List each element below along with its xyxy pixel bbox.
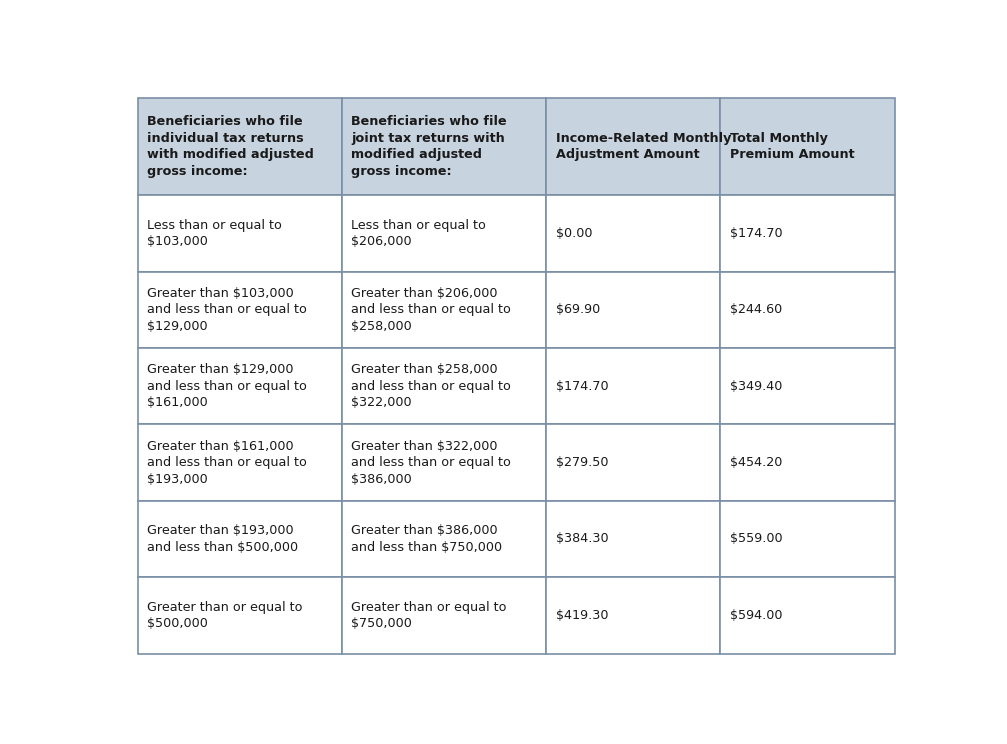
Text: $174.70: $174.70 (730, 227, 782, 240)
Text: $69.90: $69.90 (556, 304, 600, 316)
Text: Greater than $103,000
and less than or equal to
$129,000: Greater than $103,000 and less than or e… (147, 286, 307, 333)
Bar (720, 577, 894, 653)
Bar (720, 348, 894, 424)
Text: $244.60: $244.60 (730, 304, 782, 316)
Bar (547, 272, 720, 348)
Bar (138, 577, 342, 653)
Bar (720, 501, 894, 577)
Text: Greater than or equal to
$500,000: Greater than or equal to $500,000 (147, 600, 302, 630)
Bar (342, 424, 547, 501)
Bar (342, 577, 547, 653)
Text: Greater than $258,000
and less than or equal to
$322,000: Greater than $258,000 and less than or e… (351, 363, 512, 409)
Text: Income-Related Monthly
Adjustment Amount: Income-Related Monthly Adjustment Amount (556, 132, 731, 161)
Bar (720, 272, 894, 348)
Bar (547, 424, 720, 501)
Text: $279.50: $279.50 (556, 456, 608, 469)
Text: Greater than $322,000
and less than or equal to
$386,000: Greater than $322,000 and less than or e… (351, 440, 512, 486)
Bar (342, 98, 547, 195)
Bar (547, 348, 720, 424)
Text: $174.70: $174.70 (556, 379, 608, 393)
Text: Less than or equal to
$206,000: Less than or equal to $206,000 (351, 219, 486, 248)
Text: Greater than $161,000
and less than or equal to
$193,000: Greater than $161,000 and less than or e… (147, 440, 307, 486)
Bar (547, 501, 720, 577)
Bar (342, 348, 547, 424)
Text: Beneficiaries who file
joint tax returns with
modified adjusted
gross income:: Beneficiaries who file joint tax returns… (351, 115, 507, 178)
Bar (547, 577, 720, 653)
Text: Less than or equal to
$103,000: Less than or equal to $103,000 (147, 219, 282, 248)
Bar (138, 424, 342, 501)
Bar (547, 195, 720, 272)
Bar (342, 195, 547, 272)
Text: Greater than $206,000
and less than or equal to
$258,000: Greater than $206,000 and less than or e… (351, 286, 512, 333)
Text: Greater than $193,000
and less than $500,000: Greater than $193,000 and less than $500… (147, 525, 298, 554)
Text: Greater than $386,000
and less than $750,000: Greater than $386,000 and less than $750… (351, 525, 502, 554)
Bar (138, 501, 342, 577)
Bar (720, 424, 894, 501)
Text: $384.30: $384.30 (556, 533, 608, 545)
Text: $594.00: $594.00 (730, 609, 782, 622)
Text: $559.00: $559.00 (730, 533, 782, 545)
Text: $419.30: $419.30 (556, 609, 608, 622)
Bar (138, 195, 342, 272)
Bar (547, 98, 720, 195)
Text: $349.40: $349.40 (730, 379, 782, 393)
Bar (342, 501, 547, 577)
Bar (138, 272, 342, 348)
Text: Greater than or equal to
$750,000: Greater than or equal to $750,000 (351, 600, 507, 630)
Text: $454.20: $454.20 (730, 456, 782, 469)
Bar (720, 195, 894, 272)
Bar (342, 272, 547, 348)
Text: Greater than $129,000
and less than or equal to
$161,000: Greater than $129,000 and less than or e… (147, 363, 307, 409)
Bar (138, 98, 342, 195)
Text: Total Monthly
Premium Amount: Total Monthly Premium Amount (730, 132, 855, 161)
Text: $0.00: $0.00 (556, 227, 592, 240)
Text: Beneficiaries who file
individual tax returns
with modified adjusted
gross incom: Beneficiaries who file individual tax re… (147, 115, 314, 178)
Bar (720, 98, 894, 195)
Bar (138, 348, 342, 424)
